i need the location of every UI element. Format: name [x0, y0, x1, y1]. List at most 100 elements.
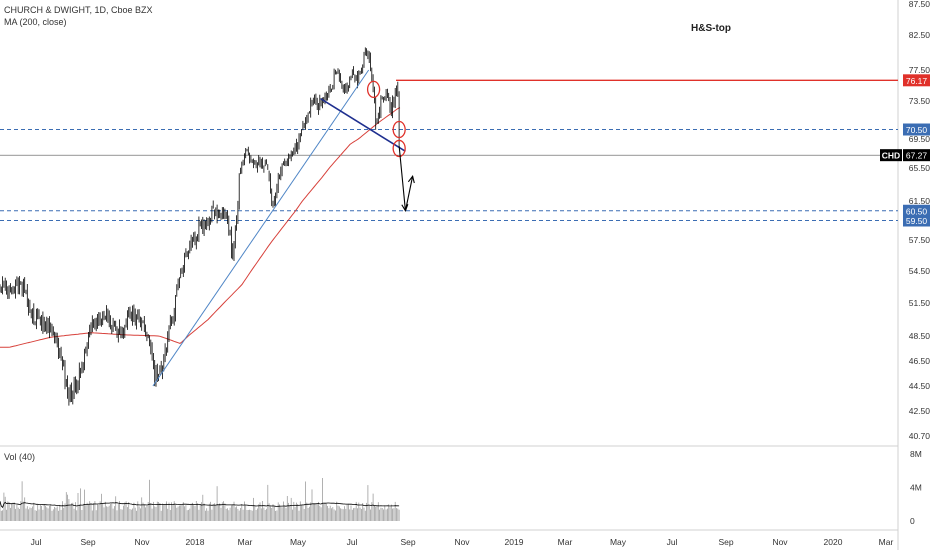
volume-bar — [311, 489, 313, 521]
volume-bar — [28, 509, 29, 521]
y-tick-label: 65.50 — [909, 163, 931, 173]
y-tick-label: 87.50 — [909, 0, 931, 9]
volume-bar — [78, 504, 80, 521]
volume-bar — [88, 504, 89, 521]
volume-bar — [368, 506, 370, 521]
volume-bar — [181, 504, 183, 521]
volume-bar — [297, 504, 299, 521]
volume-bar — [205, 510, 206, 521]
y-tick-label: 77.50 — [909, 65, 931, 75]
volume-bar — [55, 507, 57, 521]
volume-bar — [127, 507, 128, 521]
x-tick-label: Jul — [667, 537, 678, 547]
volume-bar — [306, 502, 308, 521]
volume-bar — [186, 510, 188, 521]
volume-bar — [207, 510, 209, 521]
volume-bar — [151, 508, 153, 521]
time-axis[interactable]: Jul Sep Nov 2018 Mar May Jul Sep Nov 2019 Mar May Ju… — [31, 537, 894, 547]
volume-bar — [236, 506, 237, 521]
volume-bar — [10, 507, 11, 521]
volume-bar — [233, 501, 235, 521]
y-tick-label: 40.70 — [909, 431, 931, 441]
x-tick-label: Sep — [718, 537, 733, 547]
volume-bar — [218, 505, 219, 521]
volume-bar — [190, 503, 192, 521]
volume-bar — [227, 508, 228, 521]
volume-bar — [116, 510, 118, 521]
volume-bar — [50, 504, 52, 521]
volume-bar — [75, 502, 76, 521]
volume-bar — [158, 502, 159, 521]
volume-bar — [328, 508, 330, 521]
volume-bar — [42, 509, 44, 521]
volume-bar — [94, 501, 96, 521]
volume-bar — [398, 509, 400, 521]
volume-bar — [2, 510, 3, 521]
volume-bar — [97, 504, 98, 521]
volume-bar — [189, 508, 191, 521]
volume-bar — [379, 509, 380, 521]
volume-bar — [82, 503, 84, 521]
volume-bar — [322, 478, 323, 521]
volume-bar — [197, 503, 198, 521]
volume-bar — [211, 509, 213, 521]
volume-bar — [359, 507, 361, 521]
volume-bar — [224, 503, 226, 521]
volume-bar — [24, 497, 26, 521]
volume-bar — [319, 505, 321, 521]
circle-marker — [392, 139, 406, 158]
volume-bar — [129, 509, 131, 521]
x-tick-label: Mar — [879, 537, 894, 547]
volume-bar — [375, 506, 377, 521]
volume-bar — [301, 504, 302, 521]
volume-bar — [19, 509, 20, 521]
volume-bar — [86, 502, 88, 521]
pattern-label: H&S-top — [691, 23, 731, 34]
volume-bar — [263, 507, 265, 521]
volume-bar — [73, 508, 75, 521]
price-axis[interactable]: 87.50 82.50 77.50 73.50 69.50 65.50 61.50 57.50… — [909, 0, 931, 526]
volume-bar — [349, 509, 351, 521]
projection-arrow — [398, 146, 406, 211]
volume-bar — [160, 510, 162, 521]
volume-bar — [393, 508, 395, 521]
volume-bar — [332, 507, 334, 521]
volume-bar — [250, 510, 252, 521]
volume-bar — [309, 506, 310, 521]
volume-bar — [228, 510, 230, 521]
volume-bar — [299, 501, 301, 521]
volume-bar — [268, 503, 270, 521]
price-tag-box — [903, 149, 930, 162]
volume-bar — [137, 501, 139, 521]
volume-bar — [280, 506, 282, 521]
volume-bar — [164, 504, 166, 521]
volume-bar — [166, 501, 167, 521]
volume-bar — [346, 504, 348, 521]
volume-bar — [136, 510, 137, 521]
volume-bar — [146, 505, 148, 521]
volume-bar — [276, 510, 278, 521]
volume-bar — [36, 510, 37, 521]
volume-bar — [254, 506, 256, 521]
volume-tick-label: 8M — [910, 449, 922, 459]
volume-bar — [142, 502, 144, 521]
volume-bar — [249, 509, 250, 521]
volume-bar — [381, 508, 383, 521]
volume-bar — [99, 501, 101, 521]
y-tick-label: 61.50 — [909, 196, 931, 206]
volume-bar — [72, 502, 74, 521]
volume-bar — [298, 510, 300, 521]
volume-bar — [345, 508, 347, 521]
price-tag-label: 60.50 — [906, 206, 928, 216]
volume-bar — [289, 505, 291, 521]
volume-bar — [49, 505, 50, 521]
volume-bar — [383, 509, 384, 521]
volume-bar — [238, 510, 240, 521]
volume-bar — [107, 506, 109, 521]
volume-bar — [134, 507, 136, 521]
volume-bar — [59, 504, 61, 521]
volume-bar — [225, 508, 227, 521]
volume-bar — [202, 494, 204, 521]
volume-bar — [385, 509, 387, 521]
